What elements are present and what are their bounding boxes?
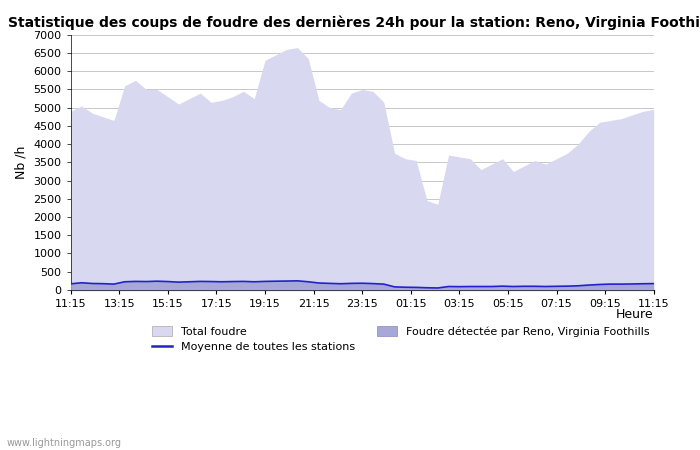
Text: www.lightningmaps.org: www.lightningmaps.org (7, 438, 122, 448)
Text: Heure: Heure (616, 308, 654, 321)
Legend: Total foudre, Moyenne de toutes les stations, Foudre détectée par Reno, Virginia: Total foudre, Moyenne de toutes les stat… (152, 326, 650, 352)
Y-axis label: Nb /h: Nb /h (15, 146, 28, 179)
Title: Statistique des coups de foudre des dernières 24h pour la station: Reno, Virgini: Statistique des coups de foudre des dern… (8, 15, 700, 30)
